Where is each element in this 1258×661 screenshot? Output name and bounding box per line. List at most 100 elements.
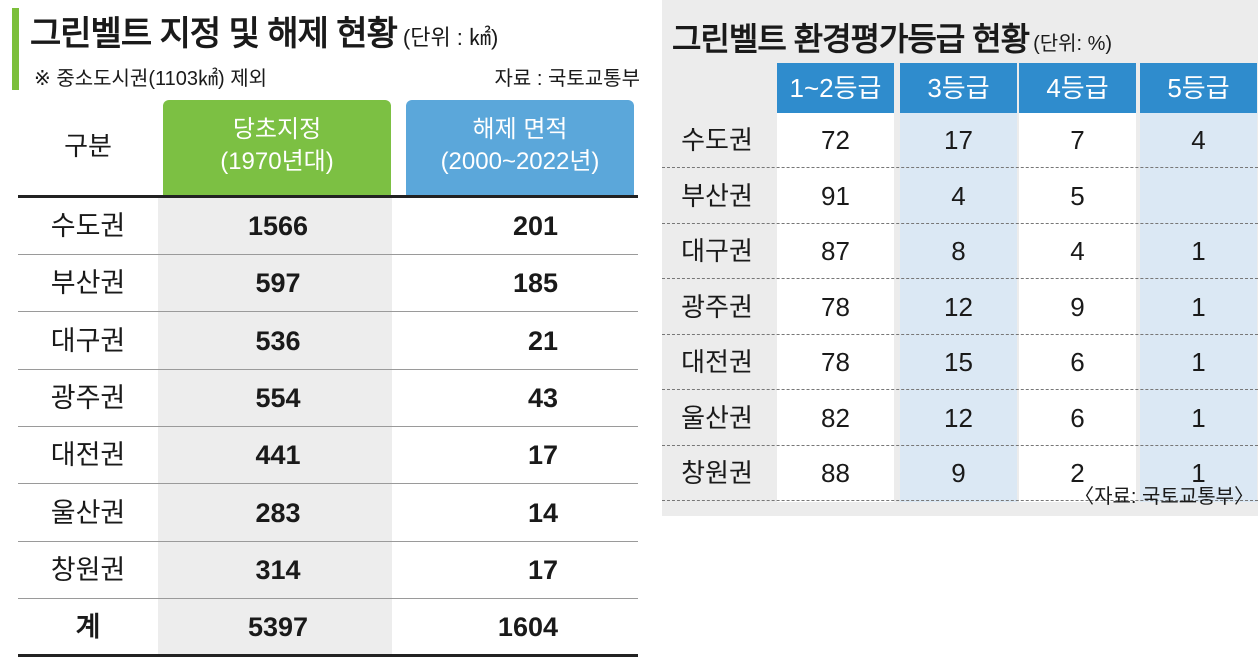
grade-value-cell: 2	[1070, 458, 1085, 488]
grade-value-cell: 88	[821, 458, 850, 488]
region-cell: 대전권	[681, 347, 753, 377]
left-title: 그린벨트 지정 및 해제 현황 (단위 : ㎢)	[30, 6, 498, 55]
right-title-unit: (단위: %)	[1033, 33, 1113, 55]
grade-value-cell: 12	[944, 291, 973, 322]
region-cell: 부산권	[681, 180, 753, 211]
designated-cell: 536	[255, 325, 301, 356]
region-cell: 울산권	[50, 497, 126, 528]
env-grade-table: 그린벨트 환경평가등급 현황 (단위: %) 1~2등급 3등급 4등급 5등급 수도권…	[662, 0, 1258, 516]
grade-header: 4등급	[1019, 63, 1136, 113]
table-row: 광주권 554 43	[18, 370, 638, 427]
region-cell: 수도권	[681, 125, 753, 155]
grade-value-cell: 6	[1070, 347, 1085, 377]
grade-value-cell: 9	[1070, 291, 1085, 322]
bottom-rule	[18, 654, 638, 657]
row-separator	[18, 483, 638, 485]
grade-column-bg	[777, 113, 894, 502]
released-cell: 14	[527, 497, 558, 528]
region-cell: 광주권	[681, 291, 753, 322]
row-separator	[662, 333, 1258, 335]
grade-value-cell: 4	[1070, 236, 1085, 266]
region-cell: 계	[75, 612, 101, 643]
row-separator	[662, 278, 1258, 279]
grade-column-bg	[1019, 113, 1136, 502]
table-row: 창원권 88 9 2 1	[662, 446, 1258, 501]
right-title-text: 그린벨트 환경평가등급 현황	[672, 21, 1030, 57]
grade-value-cell: 87	[821, 236, 850, 266]
table-row: 대전권 441 17	[18, 427, 638, 485]
designation-table: 그린벨트 지정 및 해제 현황 (단위 : ㎢) ※ 중소도시권(1103㎢) 제…	[12, 6, 640, 657]
grade-value-cell: 7	[1070, 125, 1085, 155]
released-cell: 185	[512, 268, 558, 299]
designated-cell: 554	[255, 382, 301, 413]
grade-value-cell: 72	[821, 125, 850, 155]
table-row: 창원권 314 17	[18, 542, 638, 599]
title-accent-bar	[12, 8, 19, 90]
designated-cell: 314	[255, 554, 301, 585]
grade-value-cell: 15	[944, 347, 973, 377]
right-source: 〈자료: 국토교통부〉	[1074, 486, 1254, 508]
designated-cell: 283	[255, 497, 301, 528]
row-separator	[18, 254, 638, 255]
region-cell: 부산권	[50, 268, 126, 299]
left-title-unit: (단위 : ㎢)	[402, 25, 499, 50]
row-separator	[18, 540, 638, 542]
left-note: ※ 중소도시권(1103㎢) 제외	[34, 68, 267, 90]
row-separator	[18, 597, 638, 599]
region-cell: 울산권	[681, 402, 753, 433]
released-cell: 17	[527, 554, 558, 585]
table-row: 대구권 87 8 4 1	[662, 224, 1258, 279]
region-cell: 창원권	[681, 458, 753, 488]
designated-cell: 5397	[247, 612, 309, 643]
grade-value-cell: 4	[1191, 125, 1206, 155]
designated-cell: 441	[255, 440, 301, 471]
row-separator	[18, 425, 638, 427]
grade-value-cell: 12	[944, 402, 973, 433]
region-cell: 창원권	[50, 554, 126, 585]
table-row: 광주권 78 12 9 1	[662, 280, 1258, 335]
table-row: 울산권 283 14	[18, 485, 638, 542]
released-cell: 21	[527, 325, 558, 356]
left-title-text: 그린벨트 지정 및 해제 현황	[30, 15, 398, 53]
grade-header: 3등급	[900, 63, 1017, 113]
released-cell: 201	[512, 211, 558, 241]
grade-value-cell: 78	[821, 347, 850, 377]
region-cell: 대구권	[681, 236, 753, 266]
released-cell: 17	[527, 440, 558, 471]
grade-value-cell: 4	[951, 180, 966, 211]
grade-column-bg	[1140, 113, 1257, 502]
table-row: 부산권 597 185	[18, 255, 638, 313]
grade-value-cell: 8	[951, 236, 966, 266]
row-separator	[662, 389, 1258, 390]
grade-header: 1~2등급	[777, 63, 894, 113]
region-cell: 수도권	[50, 211, 126, 241]
row-separator	[662, 444, 1258, 446]
grade-value-cell: 9	[951, 458, 966, 488]
grade-value-cell: 1	[1191, 291, 1206, 322]
grade-value-cell: 91	[821, 180, 850, 211]
header-released-line1: 해제 면적	[472, 116, 568, 143]
table-row: 대구권 536 21	[18, 313, 638, 370]
header-rule	[18, 195, 638, 198]
total-row: 계 5397 1604	[18, 599, 638, 656]
row-separator	[18, 311, 638, 313]
table-row: 부산권 91 4 5	[662, 169, 1258, 224]
grade-value-cell: 1	[1191, 347, 1206, 377]
grade-column-bg	[900, 113, 1017, 502]
region-cell: 광주권	[50, 382, 126, 413]
row-separator	[18, 368, 638, 370]
grade-header: 5등급	[1140, 63, 1257, 113]
row-separator	[662, 222, 1258, 224]
row-separator	[662, 167, 1258, 168]
designated-cell: 597	[255, 268, 301, 299]
header-designated-line1: 당초지정	[232, 116, 322, 143]
grade-value-cell: 1	[1191, 458, 1206, 488]
released-cell: 1604	[497, 612, 558, 643]
grade-value-cell: 1	[1191, 402, 1206, 433]
table-row: 대전권 78 15 6 1	[662, 335, 1258, 390]
row-separator	[662, 500, 1258, 501]
header-category: 구분	[64, 131, 112, 161]
header-designated: 당초지정 (1970년대)	[163, 100, 391, 196]
table-row: 수도권 1566 201	[18, 198, 638, 255]
header-released: 해제 면적 (2000~2022년)	[406, 100, 634, 196]
